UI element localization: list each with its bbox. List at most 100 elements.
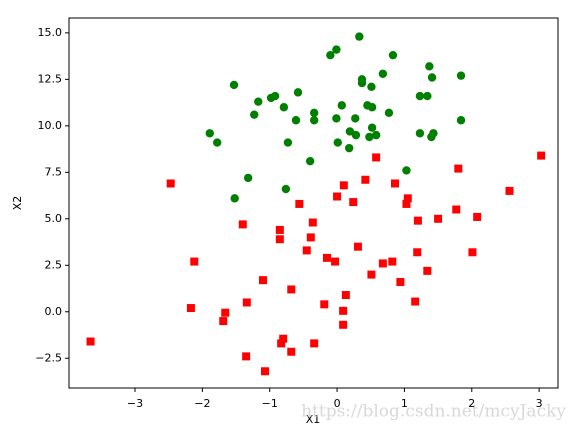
square-point bbox=[339, 181, 348, 190]
square-point bbox=[310, 339, 319, 348]
circle-point bbox=[345, 127, 355, 136]
circle-point bbox=[212, 138, 222, 147]
square-point bbox=[295, 199, 304, 208]
square-point bbox=[186, 304, 195, 313]
circle-point bbox=[378, 69, 388, 78]
plot-area bbox=[86, 32, 546, 376]
square-point bbox=[277, 339, 286, 348]
circle-point bbox=[332, 114, 341, 123]
square-point bbox=[353, 242, 362, 251]
square-point bbox=[411, 297, 420, 306]
square-point bbox=[275, 225, 284, 234]
circle-point bbox=[250, 110, 259, 119]
square-point bbox=[306, 233, 315, 242]
square-point bbox=[86, 337, 95, 346]
square-point bbox=[413, 216, 422, 225]
y-tick-label: 2.5 bbox=[45, 258, 63, 271]
square-point bbox=[242, 298, 251, 307]
circle-point bbox=[309, 108, 319, 118]
circle-point bbox=[281, 184, 291, 194]
square-point bbox=[391, 179, 399, 188]
circle-point bbox=[365, 132, 374, 142]
axes-frame bbox=[68, 17, 559, 389]
square-point bbox=[261, 367, 270, 376]
circle-point bbox=[402, 166, 411, 175]
square-point bbox=[258, 276, 267, 285]
y-tick-label: 12.5 bbox=[38, 72, 63, 85]
circle-point bbox=[305, 156, 315, 166]
square-point bbox=[287, 347, 296, 356]
square-point bbox=[221, 308, 230, 317]
square-point bbox=[403, 194, 412, 203]
square-point bbox=[452, 205, 461, 214]
circle-point bbox=[309, 116, 319, 125]
circle-point bbox=[332, 45, 341, 54]
circle-point bbox=[243, 173, 253, 183]
square-point bbox=[242, 352, 251, 361]
square-point bbox=[333, 192, 342, 201]
circle-point bbox=[357, 78, 367, 88]
square-point bbox=[367, 270, 376, 279]
circle-point bbox=[230, 194, 239, 203]
circle-point bbox=[355, 32, 364, 41]
square-point bbox=[402, 199, 411, 208]
square-point bbox=[396, 278, 405, 287]
circle-point bbox=[367, 103, 377, 112]
square-point bbox=[454, 164, 463, 173]
circle-point bbox=[367, 82, 376, 91]
x-tick-label: −1 bbox=[262, 397, 278, 410]
square-point bbox=[388, 257, 397, 266]
square-point bbox=[190, 257, 199, 266]
circle-point bbox=[333, 138, 342, 147]
circle-point bbox=[423, 91, 432, 101]
x-tick-label: 2 bbox=[468, 397, 475, 410]
circle-point bbox=[337, 101, 346, 110]
circle-point bbox=[425, 62, 434, 71]
x-tick-label: −3 bbox=[127, 397, 143, 410]
circle-point bbox=[291, 116, 301, 125]
y-axis-label: X2 bbox=[11, 196, 24, 211]
x-tick-label: 0 bbox=[334, 397, 341, 410]
square-point bbox=[372, 153, 381, 162]
circle-point bbox=[279, 103, 289, 112]
square-point bbox=[302, 246, 311, 255]
y-tick-label: 15.0 bbox=[38, 26, 63, 39]
square-point bbox=[537, 151, 546, 160]
y-tick-label: 5.0 bbox=[45, 212, 63, 225]
circle-point bbox=[344, 143, 354, 153]
square-point bbox=[331, 257, 340, 266]
square-point bbox=[287, 285, 296, 294]
circle-point bbox=[254, 97, 263, 106]
square-point bbox=[423, 266, 432, 275]
circle-point bbox=[293, 88, 303, 97]
square-point bbox=[279, 334, 288, 343]
square-point bbox=[308, 218, 317, 227]
circle-point bbox=[415, 91, 425, 101]
x-axis-label: X1 bbox=[306, 413, 321, 426]
y-tick-label: 10.0 bbox=[38, 119, 63, 132]
y-tick-label: 0.0 bbox=[45, 305, 63, 318]
square-point bbox=[339, 306, 348, 315]
x-tick-label: 1 bbox=[401, 397, 408, 410]
square-point bbox=[413, 248, 422, 257]
circle-point bbox=[427, 73, 437, 82]
square-point bbox=[473, 212, 482, 221]
circle-point bbox=[415, 129, 425, 138]
x-tick-label: 3 bbox=[536, 397, 543, 410]
y-tick-label: 7.5 bbox=[45, 165, 63, 178]
circle-point bbox=[427, 132, 436, 142]
square-point bbox=[238, 220, 247, 229]
circle-point bbox=[456, 116, 466, 125]
circle-point bbox=[351, 130, 361, 140]
circle-point bbox=[205, 129, 214, 138]
square-point bbox=[468, 248, 477, 257]
square-point bbox=[339, 320, 348, 329]
y-tick-label: −2.5 bbox=[35, 351, 62, 364]
circle-point bbox=[270, 91, 280, 101]
square-point bbox=[320, 300, 329, 309]
square-point bbox=[361, 175, 370, 184]
circle-point bbox=[384, 108, 394, 118]
circle-point bbox=[456, 71, 466, 80]
